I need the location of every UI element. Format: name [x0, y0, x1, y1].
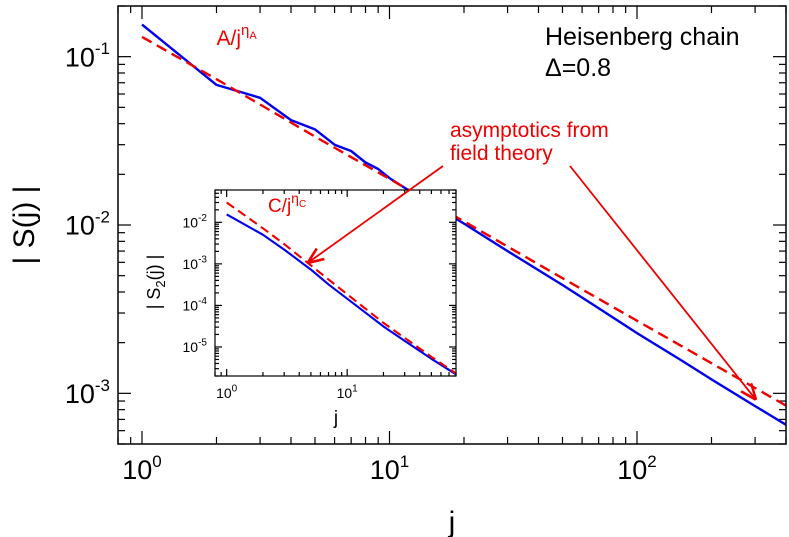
main-xtick-base: 10 — [370, 455, 400, 485]
inset-fit-eta: η — [291, 190, 299, 206]
main-ytick-label: 10-2 — [65, 208, 110, 241]
main-xtick-exp: 1 — [400, 452, 409, 471]
inset-ytick-exp: -5 — [198, 338, 207, 349]
main-xtick-label: 101 — [370, 452, 410, 485]
inset-series-group — [226, 201, 456, 376]
main-xtick-exp: 2 — [647, 452, 656, 471]
main-ytick-base: 10 — [65, 379, 95, 409]
main-xtick-exp: 0 — [152, 452, 161, 471]
inset-ytick-base: 10 — [183, 339, 199, 355]
inset-ytick-label: 10-4 — [183, 296, 208, 313]
inset-ticks — [214, 189, 457, 377]
inset-xtick-label: 100 — [216, 384, 238, 401]
main-ytick-label: 10-3 — [65, 376, 110, 409]
inset-ytick-base: 10 — [183, 256, 199, 272]
main-fit-label: A/jηA — [216, 22, 257, 50]
inset-ytick-label: 10-5 — [183, 338, 208, 355]
asymptotics-line2: field theory — [450, 142, 553, 165]
asymptotics-line1: asymptotics from — [450, 119, 609, 142]
inset-ytick-exp: -4 — [198, 296, 207, 307]
main-xtick-base: 10 — [122, 455, 152, 485]
inset-ytick-base: 10 — [183, 214, 199, 230]
inset-y-axis-label: | S2(j) | — [144, 255, 168, 310]
inset-ylabel-sub: 2 — [153, 280, 168, 287]
inset-series-data-solid — [226, 213, 456, 376]
main-fit-eta: η — [241, 22, 249, 39]
inset-fit-prefix: C/j — [268, 196, 291, 217]
inset-xtick-base: 10 — [337, 385, 353, 401]
inset-fit-label: C/jηC — [268, 190, 306, 217]
main-x-axis-label: j — [448, 506, 456, 537]
inset-xtick-exp: 1 — [352, 384, 358, 395]
inset-ytick-base: 10 — [183, 297, 199, 313]
main-plot-frame — [117, 5, 787, 445]
inset-ytick-label: 10-2 — [183, 213, 208, 230]
main-ytick-exp: -1 — [95, 39, 110, 58]
inset-x-axis-label: j — [333, 408, 338, 429]
legend-title: Heisenberg chain — [545, 23, 740, 51]
main-y-axis-label: | S(j) | — [8, 186, 41, 265]
main-fit-sub: A — [249, 30, 257, 42]
inset-ylabel-tail: (j) | — [144, 255, 164, 281]
inset-series-fit-dashed — [226, 201, 456, 375]
main-xtick-base: 10 — [617, 455, 647, 485]
inset-xtick-base: 10 — [216, 385, 232, 401]
inset-xtick-exp: 0 — [232, 384, 238, 395]
inset-xtick-label: 101 — [337, 384, 359, 401]
legend-delta: Δ=0.8 — [545, 54, 611, 82]
main-ytick-exp: -2 — [95, 208, 110, 227]
arrow-to-inset-fit — [309, 165, 444, 262]
main-ticks — [117, 5, 787, 445]
inset-background — [215, 190, 456, 376]
main-xtick-label: 102 — [617, 452, 657, 485]
inset-fit-sub: C — [299, 199, 306, 210]
main-fit-prefix: A/j — [216, 27, 241, 50]
main-ytick-label: 10-1 — [65, 39, 110, 72]
inset-ytick-exp: -2 — [198, 213, 207, 224]
inset-plot-frame — [214, 189, 457, 377]
inset-ytick-label: 10-3 — [183, 255, 208, 272]
arrow-to-main-fit — [569, 165, 755, 399]
main-ytick-base: 10 — [65, 211, 95, 241]
main-ytick-base: 10 — [65, 42, 95, 72]
annotation-arrows — [309, 165, 755, 399]
main-xtick-label: 100 — [122, 452, 162, 485]
inset-ylabel-main: | S — [144, 288, 164, 310]
inset-ytick-exp: -3 — [198, 255, 207, 266]
main-ytick-exp: -3 — [95, 376, 110, 395]
